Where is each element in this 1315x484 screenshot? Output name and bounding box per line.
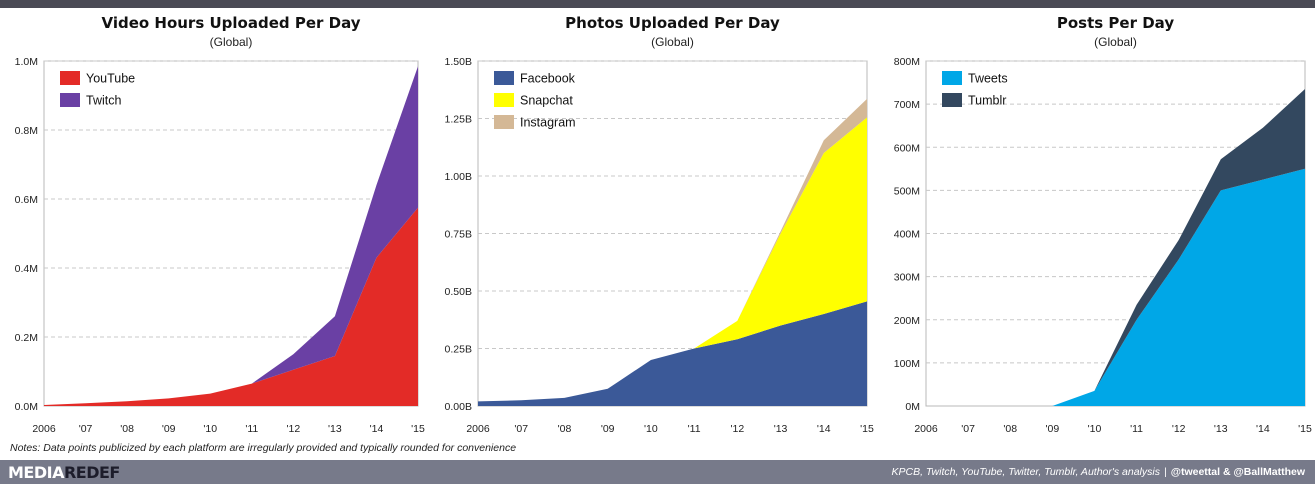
handle-ballmatthew[interactable]: @BallMatthew: [1233, 466, 1306, 478]
sources-separator: |: [1163, 466, 1167, 478]
x-tick-label: '08: [1003, 423, 1017, 435]
chart-note: Notes: Data points publicized by each pl…: [10, 442, 517, 454]
sources-line: KPCB, Twitch, YouTube, Twitter, Tumblr, …: [891, 466, 1305, 478]
x-tick-label: '15: [860, 423, 874, 435]
y-tick-label: 0.8M: [15, 125, 38, 137]
x-tick-label: '13: [328, 423, 342, 435]
legend-swatch-youtube: [60, 71, 80, 85]
x-tick-label: '10: [644, 423, 658, 435]
y-tick-label: 700M: [894, 99, 920, 111]
x-tick-label: '14: [370, 423, 384, 435]
y-tick-label: 0.75B: [445, 229, 472, 241]
x-tick-label: '12: [1172, 423, 1186, 435]
charts-canvas: Video Hours Uploaded Per Day (Global) 0.0M…: [15, 14, 1312, 435]
x-tick-label: '14: [1256, 423, 1270, 435]
x-tick-label: '13: [1214, 423, 1228, 435]
area-facebook: [478, 301, 867, 406]
y-tick-label: 100M: [894, 358, 920, 370]
y-tick-label: 800M: [894, 56, 920, 68]
x-tick-label: '11: [1130, 423, 1143, 435]
legend-swatch-facebook: [494, 71, 514, 85]
chart-subtitle: (Global): [651, 35, 694, 49]
legend-swatch-tweets: [942, 71, 962, 85]
x-tick-label: '07: [961, 423, 975, 435]
chart-title: Video Hours Uploaded Per Day: [101, 14, 360, 32]
chart-video: Video Hours Uploaded Per Day (Global) 0.0M…: [15, 14, 425, 435]
y-tick-label: 1.00B: [445, 171, 472, 183]
y-tick-label: 0.00B: [445, 401, 472, 413]
area-tweets: [926, 168, 1305, 406]
x-tick-label: '15: [411, 423, 425, 435]
footer-bar: MEDIAREDEF KPCB, Twitch, YouTube, Twitte…: [0, 460, 1315, 484]
handle-tweettal[interactable]: @tweettal: [1170, 466, 1221, 478]
y-tick-label: 0.0M: [15, 401, 38, 413]
legend-swatch-snapchat: [494, 93, 514, 107]
chart-subtitle: (Global): [210, 35, 253, 49]
x-tick-label: '15: [1298, 423, 1312, 435]
sources-text: KPCB, Twitch, YouTube, Twitter, Tumblr, …: [891, 466, 1160, 478]
y-tick-label: 500M: [894, 185, 920, 197]
y-tick-label: 300M: [894, 272, 920, 284]
y-tick-label: 600M: [894, 142, 920, 154]
y-tick-label: 0.2M: [15, 332, 38, 344]
legend-label-tumblr: Tumblr: [968, 94, 1006, 108]
legend-label-tweets: Tweets: [968, 72, 1008, 86]
y-tick-label: 1.25B: [445, 114, 472, 126]
y-tick-label: 0.50B: [445, 286, 472, 298]
y-tick-label: 0.25B: [445, 344, 472, 356]
x-tick-label: '07: [79, 423, 93, 435]
x-tick-label: '07: [514, 423, 528, 435]
legend-swatch-instagram: [494, 115, 514, 129]
x-tick-label: 2006: [914, 423, 938, 435]
x-tick-label: '11: [688, 423, 701, 435]
chart-subtitle: (Global): [1094, 35, 1137, 49]
area-snapchat: [478, 117, 867, 402]
legend-label-twitch: Twitch: [86, 94, 121, 108]
y-tick-label: 200M: [894, 315, 920, 327]
y-tick-label: 0M: [905, 401, 920, 413]
x-tick-label: '12: [286, 423, 300, 435]
y-tick-label: 0.6M: [15, 194, 38, 206]
x-tick-label: '10: [203, 423, 217, 435]
chart-posts: Posts Per Day (Global) 0M 100M 200M 300M 400M 5…: [894, 14, 1312, 435]
chart-photos: Photos Uploaded Per Day (Global) 0.00B 0.25…: [445, 14, 874, 435]
x-tick-label: '10: [1088, 423, 1102, 435]
x-tick-label: '08: [120, 423, 134, 435]
brand-part-media: MEDIA: [8, 463, 64, 482]
brand-part-redef: REDEF: [63, 463, 120, 482]
x-tick-label: '09: [601, 423, 615, 435]
legend-label-instagram: Instagram: [520, 116, 576, 130]
x-tick-label: 2006: [32, 423, 56, 435]
y-tick-label: 0.4M: [15, 263, 38, 275]
x-tick-label: '09: [162, 423, 176, 435]
y-tick-label: 1.0M: [15, 56, 38, 68]
legend-label-snapchat: Snapchat: [520, 94, 573, 108]
legend-swatch-twitch: [60, 93, 80, 107]
x-tick-label: 2006: [466, 423, 490, 435]
legend-label-facebook: Facebook: [520, 72, 576, 86]
x-tick-label: '14: [817, 423, 831, 435]
chart-title: Photos Uploaded Per Day: [565, 14, 780, 32]
x-tick-label: '13: [774, 423, 788, 435]
chart-title: Posts Per Day: [1057, 14, 1174, 32]
legend-swatch-tumblr: [942, 93, 962, 107]
y-tick-label: 400M: [894, 229, 920, 241]
legend-label-youtube: YouTube: [86, 72, 135, 86]
handle-ampersand: &: [1222, 466, 1231, 478]
y-tick-label: 1.50B: [445, 56, 472, 68]
top-bar: [0, 0, 1315, 8]
area-youtube: [44, 207, 418, 406]
x-tick-label: '11: [245, 423, 258, 435]
brand-logo: MEDIAREDEF: [8, 463, 120, 482]
x-tick-label: '12: [730, 423, 744, 435]
x-tick-label: '09: [1045, 423, 1059, 435]
x-tick-label: '08: [558, 423, 572, 435]
